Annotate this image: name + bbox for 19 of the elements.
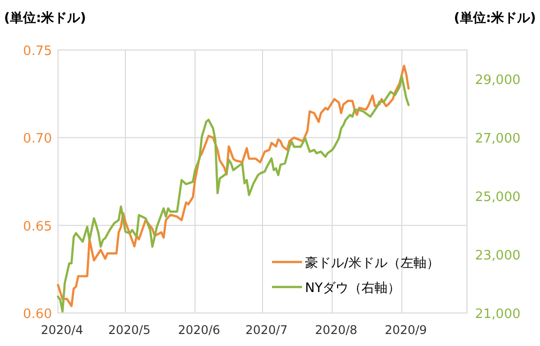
x-tick-label: 2020/4 (40, 323, 84, 337)
legend-label: 豪ドル/米ドル（左軸） (305, 256, 440, 271)
x-tick-label: 2020/6 (178, 323, 220, 337)
x-tick-label: 2020/7 (245, 323, 288, 337)
y2-tick-label: 23,000 (475, 248, 520, 264)
y-tick-label: 0.75 (23, 44, 52, 59)
y-tick-label: 0.60 (23, 307, 52, 322)
y-tick-label: 0.70 (23, 132, 52, 147)
x-tick-label: 2020/8 (315, 323, 358, 337)
legend-label: NYダウ（右軸） (305, 281, 401, 296)
y-axis-title: (単位:米ドル) (4, 11, 86, 26)
x-tick-label: 2020/5 (108, 323, 151, 337)
y2-tick-label: 25,000 (475, 190, 520, 206)
y2-tick-label: 21,000 (475, 307, 520, 322)
y2-axis-title: (単位:米ドル) (454, 11, 536, 26)
y-tick-label: 0.65 (23, 219, 52, 234)
y2-tick-label: 27,000 (475, 132, 520, 147)
x-tick-label: 2020/9 (384, 323, 427, 337)
y2-tick-label: 29,000 (475, 73, 520, 88)
